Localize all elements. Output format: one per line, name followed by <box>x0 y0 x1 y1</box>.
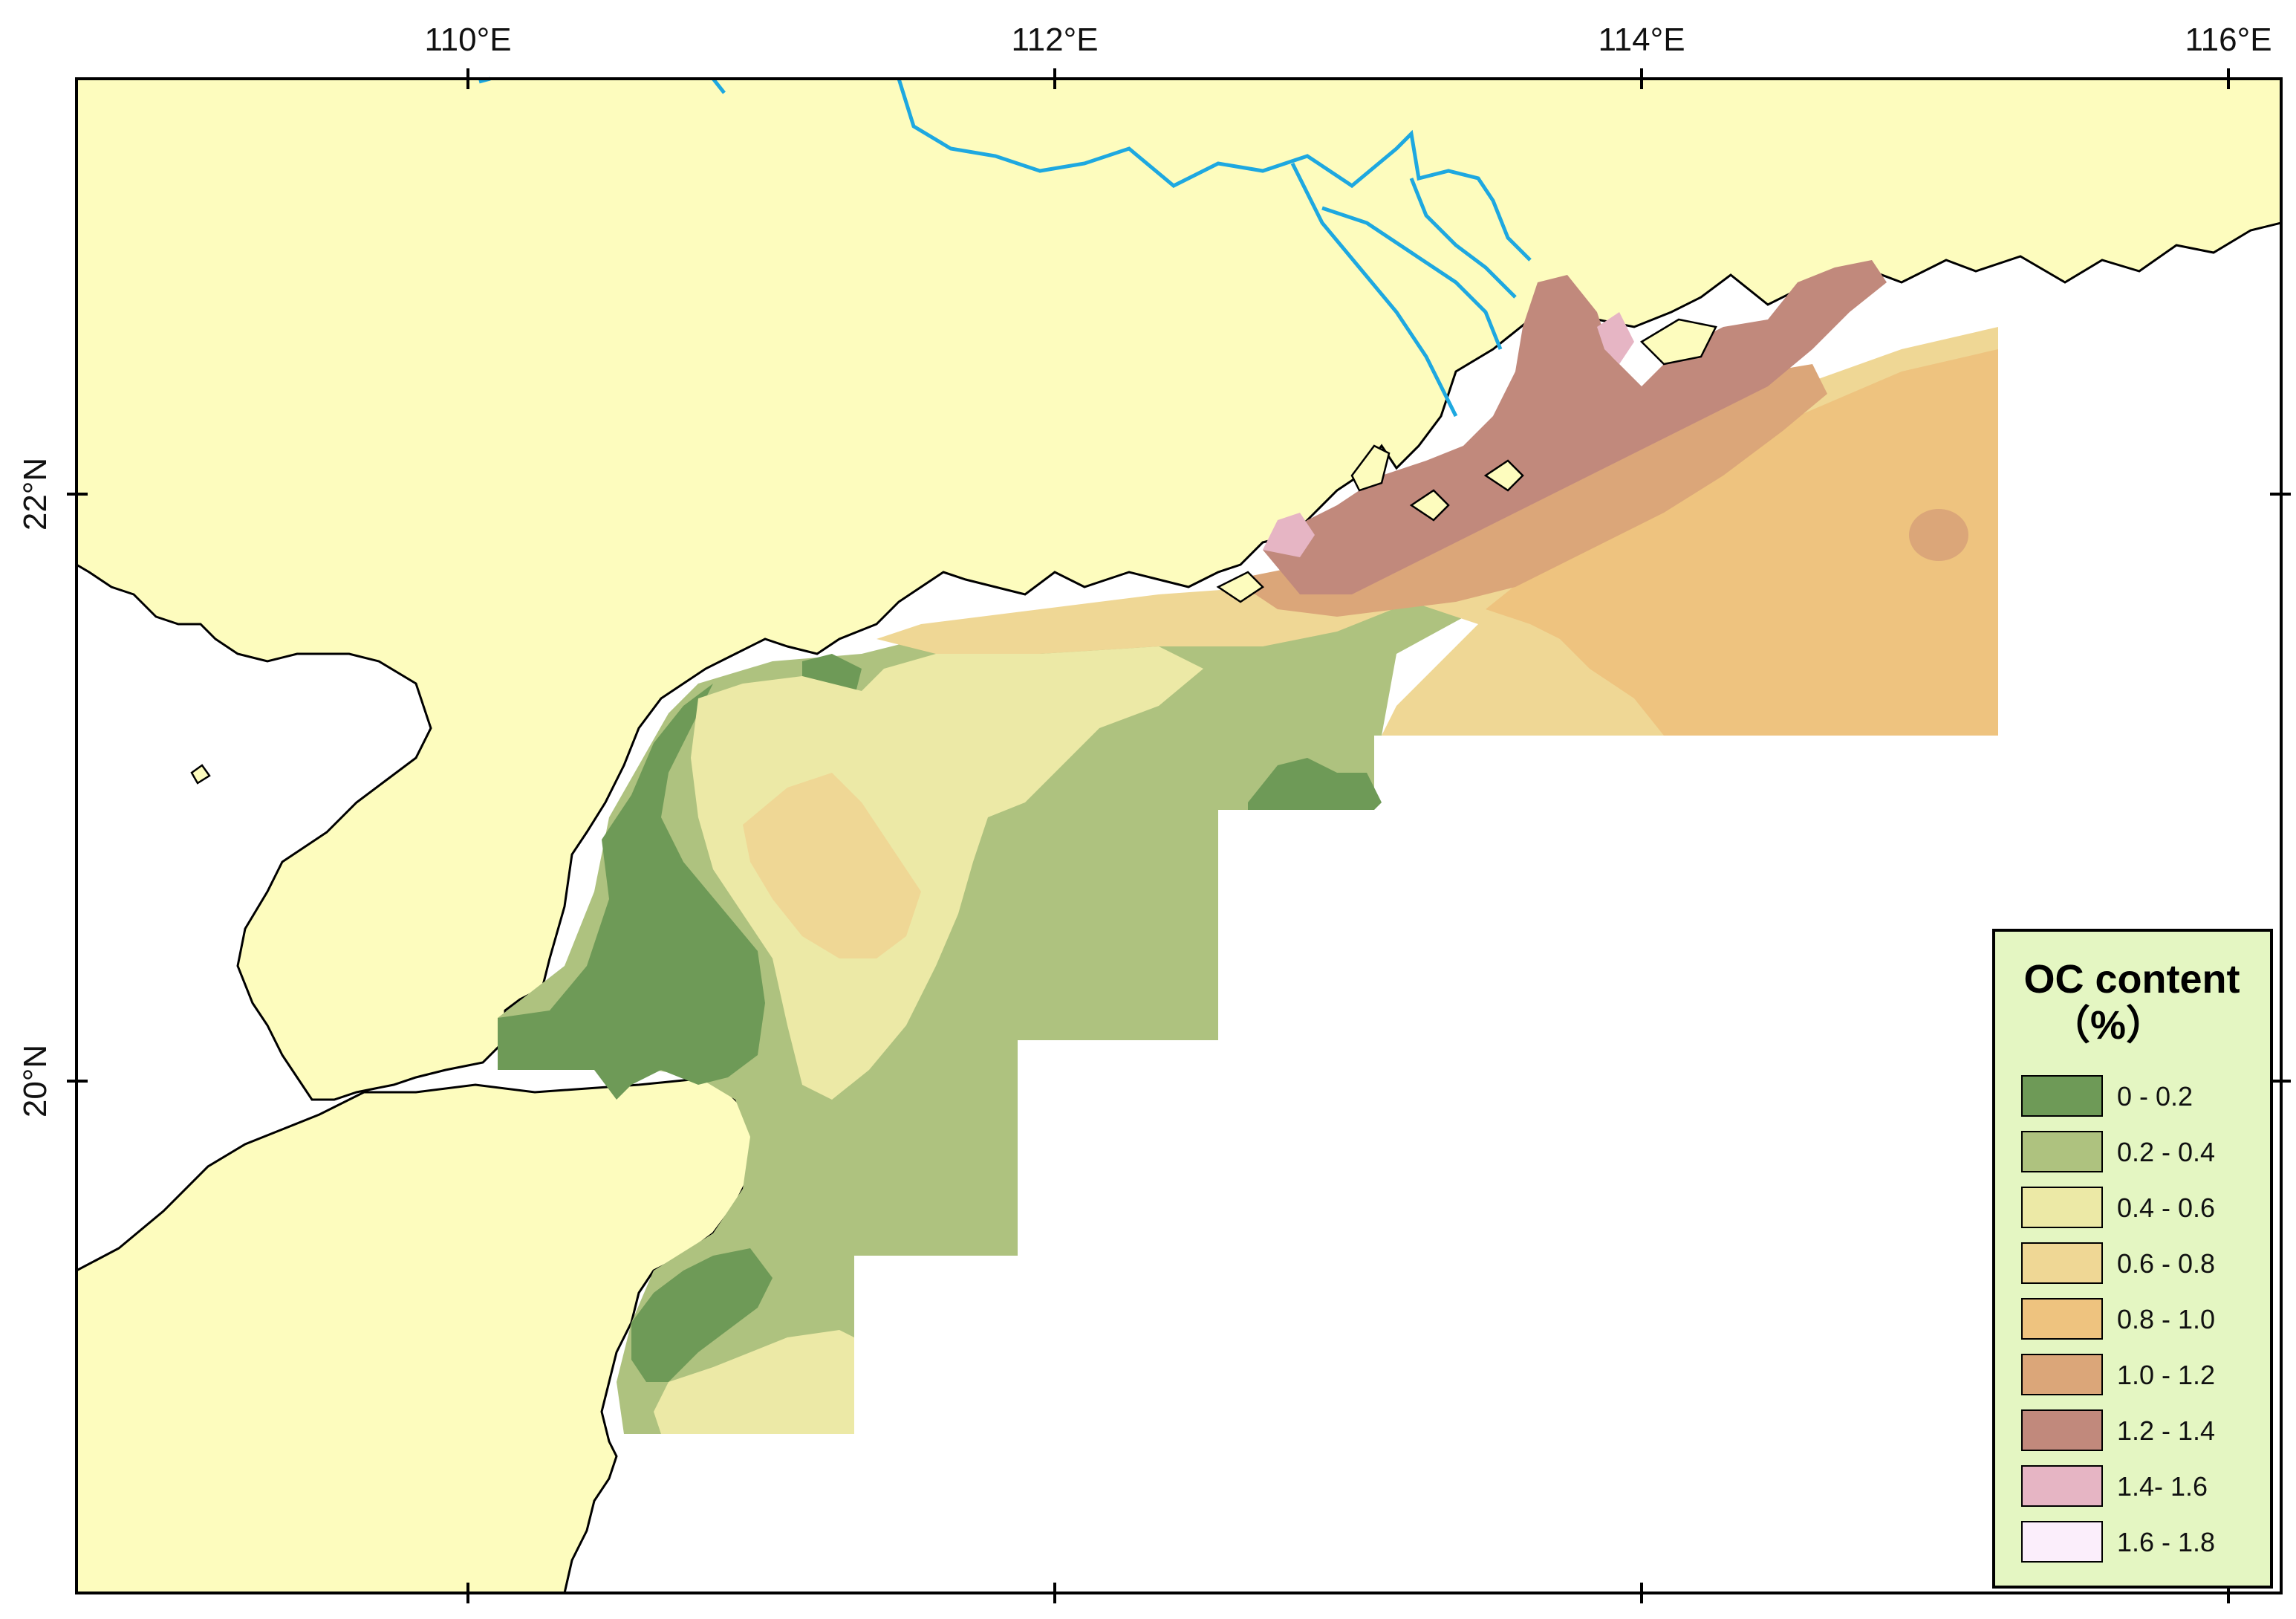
legend-title: OC content <box>2024 957 2240 1002</box>
legend-label: 0.2 - 0.4 <box>2117 1137 2215 1167</box>
graticule-ticks <box>67 68 2291 1603</box>
island <box>1350 444 1391 492</box>
island <box>1639 318 1717 366</box>
pearl-river <box>478 77 1532 418</box>
island <box>190 764 211 785</box>
oc-region-0.4-0.6 <box>691 646 1203 1100</box>
oc-region-0-0.2 <box>498 684 765 1100</box>
legend-label: 0.8 - 1.0 <box>2117 1304 2215 1334</box>
legend-swatch <box>2021 1465 2103 1507</box>
map-frame <box>75 77 2283 1594</box>
legend: OC content （%） 0 - 0.2 0.2 - 0.4 0.4 - 0.6… <box>1992 929 2273 1589</box>
legend-swatch <box>2021 1298 2103 1340</box>
legend-swatch <box>2021 1409 2103 1451</box>
river-branch <box>1321 206 1503 350</box>
oc-region-1.4-1.6-b <box>1597 312 1634 364</box>
lon-label-116E: 116°E <box>2185 22 2271 58</box>
legend-swatch <box>2021 1131 2103 1172</box>
legend-label: 1.6 - 1.8 <box>2117 1527 2215 1557</box>
lat-label-22N: 22°N <box>17 458 53 531</box>
river-branch <box>1290 162 1458 418</box>
oc-region-1.0-1.2-spot <box>1909 509 1968 561</box>
axis-labels: 110°E 112°E 114°E 116°E 22°N 20°N <box>17 22 2272 1117</box>
lon-label-114E: 114°E <box>1598 22 1685 58</box>
legend-unit: （%） <box>2050 1003 2166 1048</box>
oc-surface <box>498 260 1998 1434</box>
lat-label-20N: 20°N <box>17 1045 53 1117</box>
legend-swatch <box>2021 1187 2103 1228</box>
legend-label: 0 - 0.2 <box>2117 1081 2193 1112</box>
lon-label-112E: 112°E <box>1011 22 1098 58</box>
lon-label-110E: 110°E <box>424 22 511 58</box>
legend-label: 0.6 - 0.8 <box>2117 1248 2215 1279</box>
river-main <box>897 78 1532 262</box>
island <box>1483 459 1524 492</box>
legend-swatch <box>2021 1521 2103 1563</box>
legend-label: 1.0 - 1.2 <box>2117 1360 2215 1390</box>
island <box>1216 571 1264 603</box>
oc-region-0.4-0.6-sw <box>654 1330 854 1434</box>
legend-label: 0.4 - 0.6 <box>2117 1193 2215 1223</box>
oc-region-0.8-1.0 <box>1486 349 1998 736</box>
legend-items: 0 - 0.2 0.2 - 0.4 0.4 - 0.6 0.6 - 0.8 0.8 - … <box>2021 1075 2215 1563</box>
oc-region-0-0.2-blob <box>1248 758 1382 810</box>
river-branch <box>712 77 726 94</box>
island <box>1409 489 1450 522</box>
legend-swatch <box>2021 1354 2103 1395</box>
oc-region-0-0.2-south <box>631 1248 773 1382</box>
legend-label: 1.4- 1.6 <box>2117 1471 2208 1502</box>
legend-swatch <box>2021 1242 2103 1284</box>
mainland-land <box>75 77 2283 1101</box>
islands <box>190 318 1717 785</box>
oc-region-0.6-0.8-center <box>743 773 921 958</box>
legend-swatch <box>2021 1075 2103 1117</box>
river-branch <box>1409 178 1517 299</box>
legend-label: 1.2 - 1.4 <box>2117 1415 2215 1446</box>
oc-region-1.4-1.6 <box>1263 513 1315 557</box>
